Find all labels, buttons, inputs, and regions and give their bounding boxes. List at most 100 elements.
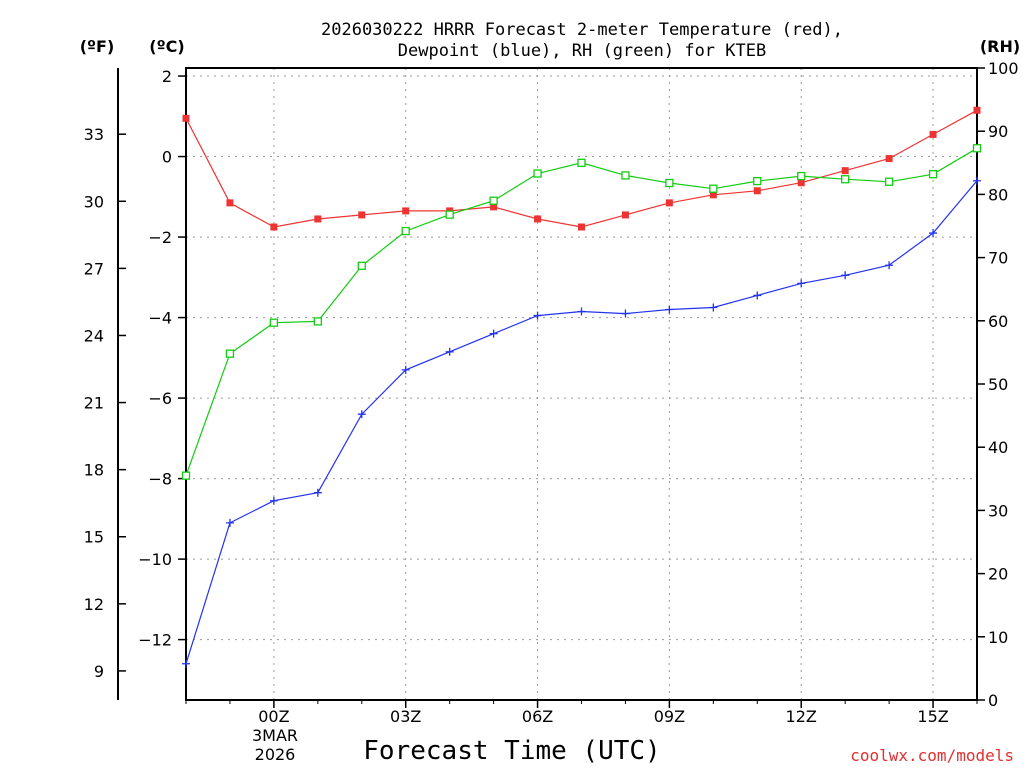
rh-point bbox=[753, 176, 762, 186]
2-meter-temperature-point bbox=[578, 223, 585, 231]
dewpoint-point bbox=[577, 307, 586, 316]
dewpoint-point bbox=[489, 329, 498, 338]
2-meter-temperature-point bbox=[929, 130, 937, 138]
celsius-tick-label: −10 bbox=[138, 550, 172, 569]
dewpoint-point bbox=[665, 305, 674, 314]
rh-tick-label: 70 bbox=[988, 249, 1008, 268]
dewpoint-series bbox=[182, 176, 981, 668]
dewpoint-point bbox=[797, 279, 806, 288]
title-line-1: 2026030222 HRRR Forecast 2-meter Tempera… bbox=[321, 20, 843, 40]
x-tick-label: 15Z bbox=[917, 707, 948, 726]
dewpoint-point bbox=[709, 303, 718, 312]
rh-point bbox=[401, 226, 410, 236]
2-meter-temperature-point bbox=[709, 191, 717, 199]
fahrenheit-tick-label: 27 bbox=[84, 259, 104, 278]
x-axis-label: Forecast Time (UTC) bbox=[363, 736, 660, 766]
fahrenheit-tick-label: 15 bbox=[84, 528, 104, 547]
date-label-year: 2026 bbox=[255, 745, 296, 764]
celsius-unit-label: (ºC) bbox=[149, 37, 184, 56]
2-meter-temperature-point bbox=[841, 167, 849, 175]
rh-series bbox=[181, 144, 982, 480]
x-tick-label: 12Z bbox=[786, 707, 817, 726]
celsius-tick-label: 0 bbox=[162, 148, 172, 167]
2-meter-temperature-point bbox=[797, 179, 805, 187]
x-tick-label: 03Z bbox=[390, 707, 421, 726]
celsius-axis: 2 0 −2 −4 −6 −8 −10 −12 bbox=[138, 67, 186, 650]
rh-point bbox=[181, 471, 191, 480]
rh-point bbox=[225, 349, 235, 358]
rh-tick-label: 0 bbox=[988, 691, 998, 710]
rh-tick-label: 80 bbox=[988, 185, 1008, 204]
2-meter-temperature-point bbox=[973, 106, 981, 114]
rh-point bbox=[445, 210, 454, 219]
dewpoint-point bbox=[885, 261, 894, 270]
rh-point bbox=[928, 170, 938, 179]
rh-point bbox=[841, 175, 850, 184]
rh-point bbox=[269, 318, 279, 327]
rh-point bbox=[972, 144, 982, 153]
x-axis: 00Z 03Z 06Z 09Z 12Z 15Z bbox=[185, 700, 978, 726]
2-meter-temperature-point bbox=[402, 207, 410, 215]
rh-point bbox=[533, 169, 542, 178]
2-meter-temperature-point bbox=[182, 114, 190, 122]
2-meter-temperature-series bbox=[182, 106, 981, 231]
2-meter-temperature-point bbox=[314, 215, 322, 223]
2-meter-temperature-point bbox=[270, 223, 278, 231]
dewpoint-point bbox=[313, 488, 322, 497]
dewpoint-point bbox=[929, 229, 938, 238]
rh-tick-label: 60 bbox=[988, 312, 1008, 331]
x-tick-label: 09Z bbox=[654, 707, 685, 726]
rh-tick-label: 40 bbox=[988, 438, 1008, 457]
dewpoint-point bbox=[621, 309, 630, 318]
2-meter-temperature-point bbox=[753, 187, 761, 195]
fahrenheit-tick-label: 12 bbox=[84, 595, 104, 614]
rh-tick-label: 90 bbox=[988, 122, 1008, 141]
fahrenheit-tick-label: 18 bbox=[84, 461, 104, 480]
dewpoint-point bbox=[973, 176, 981, 185]
2-meter-temperature-point bbox=[358, 211, 366, 219]
2-meter-temperature-point bbox=[621, 211, 629, 219]
chart-title: 2026030222 HRRR Forecast 2-meter Tempera… bbox=[321, 20, 843, 61]
dewpoint-point bbox=[182, 659, 190, 668]
dewpoint-point bbox=[269, 496, 278, 505]
fahrenheit-tick-label: 21 bbox=[84, 394, 104, 413]
fahrenheit-tick-label: 24 bbox=[84, 326, 104, 345]
celsius-tick-label: −4 bbox=[148, 309, 172, 328]
rh-point bbox=[621, 171, 630, 180]
dewpoint-point bbox=[841, 271, 850, 280]
celsius-tick-label: 2 bbox=[162, 67, 172, 86]
x-tick-label: 00Z bbox=[258, 707, 289, 726]
dewpoint-point bbox=[445, 347, 454, 356]
2-meter-temperature-point bbox=[885, 155, 893, 163]
2-meter-temperature-line bbox=[185, 109, 978, 228]
rh-tick-label: 50 bbox=[988, 375, 1008, 394]
fahrenheit-tick-label: 30 bbox=[84, 192, 104, 211]
title-line-2: Dewpoint (blue), RH (green) for KTEB bbox=[398, 41, 766, 61]
fahrenheit-axis: 33 30 27 24 21 18 15 12 9 bbox=[84, 125, 126, 681]
2-meter-temperature-point bbox=[226, 199, 234, 207]
2-meter-temperature-point bbox=[490, 203, 498, 211]
rh-tick-label: 30 bbox=[988, 501, 1008, 520]
dewpoint-point bbox=[753, 291, 762, 300]
fahrenheit-unit-label: (ºF) bbox=[80, 37, 115, 56]
series-group bbox=[181, 106, 982, 668]
credit-link[interactable]: coolwx.com/models bbox=[850, 746, 1014, 765]
rh-point bbox=[489, 196, 498, 205]
rh-unit-label: (RH) bbox=[980, 37, 1020, 56]
gridlines bbox=[186, 68, 977, 700]
fahrenheit-tick-label: 33 bbox=[84, 125, 104, 144]
rh-point bbox=[665, 178, 674, 188]
rh-point bbox=[884, 177, 894, 186]
dewpoint-line bbox=[185, 180, 978, 664]
rh-point bbox=[357, 261, 366, 270]
rh-tick-label: 20 bbox=[988, 565, 1008, 584]
2-meter-temperature-point bbox=[665, 199, 673, 207]
x-tick-label: 06Z bbox=[522, 707, 553, 726]
fahrenheit-tick-label: 9 bbox=[94, 662, 104, 681]
date-label-month: 3MAR bbox=[252, 726, 298, 745]
rh-point bbox=[313, 317, 322, 326]
celsius-tick-label: −2 bbox=[148, 228, 172, 247]
rh-tick-label: 100 bbox=[988, 59, 1019, 78]
